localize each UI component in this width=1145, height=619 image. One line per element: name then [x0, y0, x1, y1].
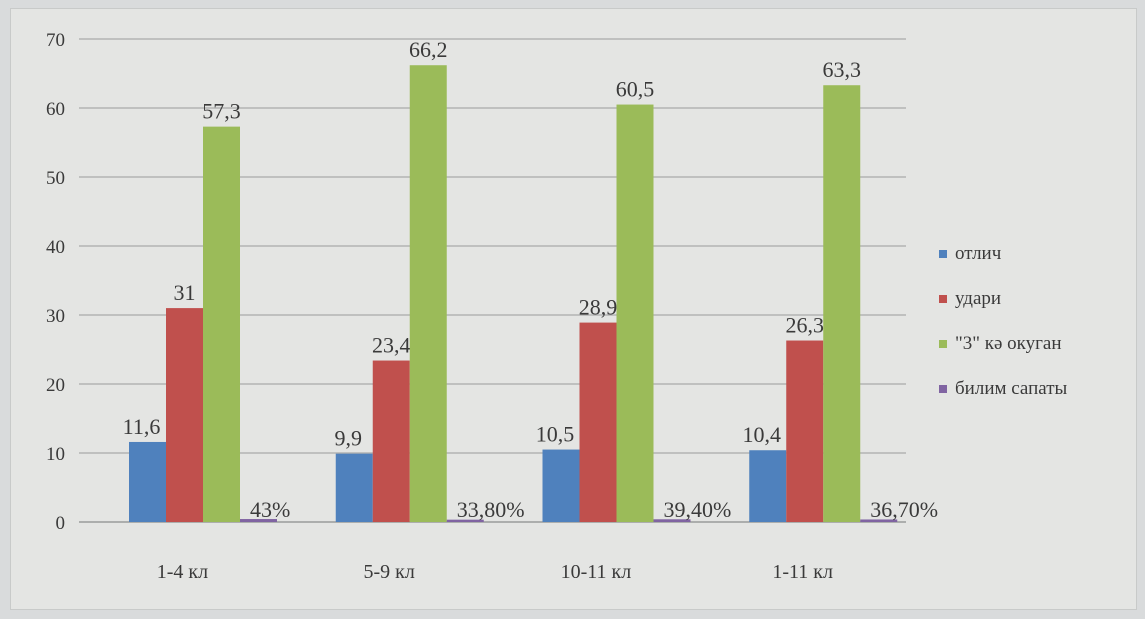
bar — [240, 519, 277, 522]
legend-swatch — [939, 340, 947, 348]
data-label: 57,3 — [202, 99, 241, 124]
bar — [129, 441, 166, 522]
bar — [446, 519, 484, 522]
data-label: 63,3 — [823, 57, 862, 82]
bar — [166, 308, 203, 522]
bar — [372, 360, 410, 522]
y-tick-label: 70 — [46, 30, 65, 51]
legend-label: удари — [955, 288, 1001, 309]
y-tick-label: 60 — [46, 99, 65, 120]
data-label: 39,40% — [664, 497, 732, 522]
legend-label: билим сапаты — [955, 378, 1068, 399]
x-tick-label: 1-4 кл — [157, 561, 208, 583]
y-tick-label: 10 — [46, 444, 65, 465]
bar — [653, 519, 691, 522]
legend-swatch — [939, 385, 947, 393]
y-tick-label: 50 — [46, 168, 65, 189]
data-label: 9,9 — [335, 426, 363, 451]
y-tick-label: 30 — [46, 306, 65, 327]
data-label: 66,2 — [409, 37, 448, 62]
bar — [335, 453, 373, 522]
data-label: 60,5 — [616, 77, 655, 102]
bar-chart: 0 10 20 30 40 50 60 70 11,6 31 57,3 43% 1-4 кл 9,9 23,… — [46, 30, 1068, 583]
y-tick-label: 20 — [46, 375, 65, 396]
bar — [616, 104, 654, 523]
bar — [860, 519, 898, 522]
legend-label: "3" кә окуган — [955, 333, 1062, 354]
bar — [203, 126, 240, 522]
data-label: 10,4 — [743, 422, 782, 447]
data-label: 26,3 — [786, 313, 825, 338]
legend-swatch — [939, 250, 947, 258]
bar — [823, 85, 861, 522]
data-label: 33,80% — [457, 497, 525, 522]
bar — [749, 450, 787, 522]
data-label: 31 — [174, 280, 196, 305]
bar — [409, 65, 447, 522]
bar — [579, 322, 617, 522]
legend-label: отлич — [955, 243, 1002, 264]
data-label: 11,6 — [123, 414, 161, 439]
bar — [786, 340, 824, 522]
data-label: 28,9 — [579, 295, 618, 320]
chart-frame: 0 10 20 30 40 50 60 70 11,6 31 57,3 43% 1-4 кл 9,9 23,… — [10, 8, 1137, 610]
x-tick-label: 10-11 кл — [561, 561, 632, 583]
x-tick-label: 1-11 кл — [772, 561, 833, 583]
legend-swatch — [939, 295, 947, 303]
data-label: 36,70% — [870, 497, 938, 522]
data-label: 23,4 — [372, 333, 411, 358]
data-label: 43% — [250, 497, 290, 522]
x-tick-label: 5-9 кл — [363, 561, 414, 583]
bar — [542, 449, 580, 522]
y-tick-label: 0 — [56, 513, 66, 534]
y-tick-label: 40 — [46, 237, 65, 258]
data-label: 10,5 — [536, 422, 575, 447]
